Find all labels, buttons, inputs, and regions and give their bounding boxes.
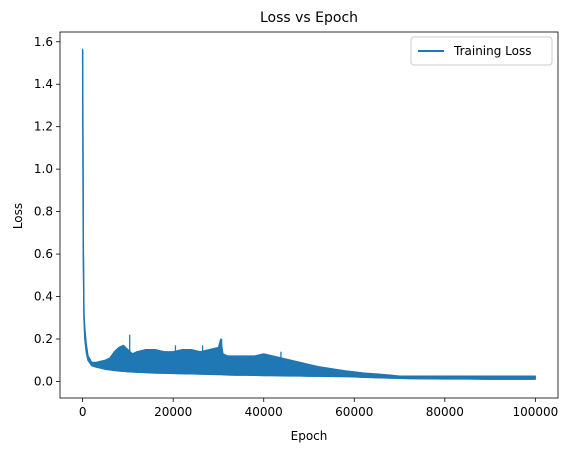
legend-box <box>410 36 553 66</box>
y-tick-label: 1.2 <box>34 120 53 134</box>
y-tick-label: 0.8 <box>34 205 53 219</box>
y-tick-label: 0.4 <box>34 290 53 304</box>
plot-area <box>81 48 536 380</box>
x-tick-label: 60000 <box>335 405 373 419</box>
x-tick-label: 100000 <box>512 405 558 419</box>
x-tick-label: 40000 <box>245 405 283 419</box>
legend: Training Loss <box>410 36 553 66</box>
x-axis-label: Epoch <box>291 429 328 443</box>
y-tick-label: 0.2 <box>34 332 53 346</box>
y-tick-label: 0.0 <box>34 374 53 388</box>
y-tick-label: 1.6 <box>34 35 53 49</box>
y-axis-label: Loss <box>11 203 25 229</box>
y-tick-label: 1.4 <box>34 77 53 91</box>
plot-frame <box>59 31 559 399</box>
x-axis-ticks: 0 20000 40000 60000 80000 100000 <box>79 398 558 419</box>
x-tick-label: 0 <box>79 405 87 419</box>
x-tick-label: 80000 <box>426 405 464 419</box>
series-line-training-loss <box>81 50 536 380</box>
y-tick-label: 0.6 <box>34 247 53 261</box>
x-tick-label: 20000 <box>154 405 192 419</box>
legend-label-training-loss: Training Loss <box>453 44 531 58</box>
chart-title: Loss vs Epoch <box>260 10 358 26</box>
y-tick-label: 1.0 <box>34 162 53 176</box>
y-axis-ticks: 0.0 0.2 0.4 0.6 0.8 1.0 1.2 1.4 1.6 <box>34 35 60 388</box>
